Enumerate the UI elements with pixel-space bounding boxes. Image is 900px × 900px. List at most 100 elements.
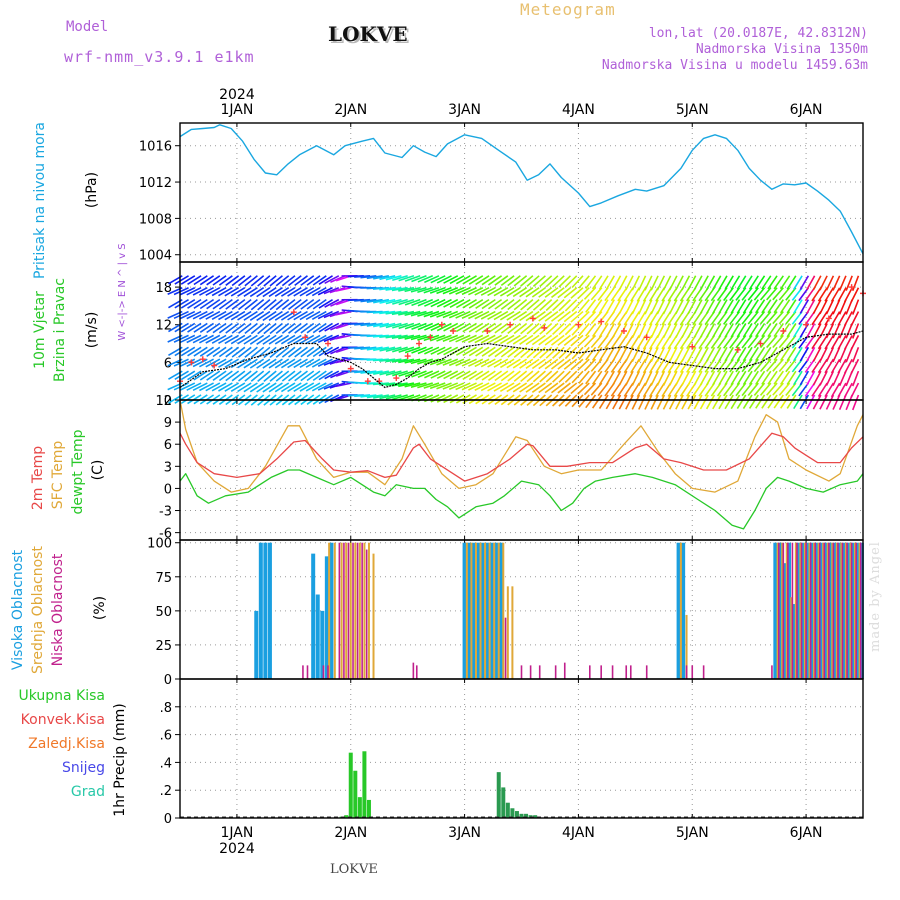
wind-barb: [755, 346, 766, 362]
wind-barb: [686, 287, 697, 302]
wind-barb: [598, 394, 609, 409]
high-cloud-bars: [254, 542, 864, 679]
wind-barb: [274, 382, 290, 393]
wind-barb: [650, 394, 659, 410]
wind-barb: [747, 287, 759, 301]
wind-barb: [786, 394, 797, 409]
wind-barb: [506, 358, 521, 369]
wind-barb: [249, 287, 265, 298]
wind-barb: [526, 370, 540, 383]
wind-barb: [526, 346, 540, 359]
precip-ytick-label: .4: [160, 756, 172, 771]
wind-barb: [423, 310, 440, 318]
wind-barb: [475, 370, 490, 381]
wind-barb: [268, 358, 283, 369]
wind-barb: [274, 287, 290, 297]
low-cloud-bar: [796, 542, 798, 679]
wind-barb: [335, 334, 352, 340]
temperature-panel: -6 -3 0 3 6 9 12 2m Temp SFC Temp dewpt Temp (C): [30, 394, 864, 542]
wind-barb: [630, 287, 640, 302]
wind-barb: [570, 334, 584, 347]
wind-barb: [655, 287, 666, 302]
wind-barb: [520, 299, 534, 311]
wind-barb: [824, 334, 835, 350]
wind-barb: [798, 382, 810, 397]
wind-barb: [838, 275, 847, 291]
wind-barb: [244, 370, 258, 382]
wind-barb: [205, 334, 221, 344]
mid-cloud-bar: [470, 542, 473, 679]
model-name: wrf-nmm_v3.9.1 e1km: [64, 48, 255, 66]
wind-barb: [552, 370, 565, 383]
wind-barb: [612, 370, 622, 386]
wind-barb: [519, 358, 534, 369]
wind-barb: [392, 394, 408, 401]
wind-barb: [819, 275, 828, 291]
wind-barb: [817, 382, 828, 397]
wind-barb: [804, 287, 816, 302]
wind-barb: [256, 310, 271, 322]
wind-barb: [311, 287, 327, 297]
wind-barb: [423, 382, 440, 389]
wind-barb: [300, 298, 315, 310]
wind-barb: [354, 322, 371, 326]
wind-barb: [481, 275, 496, 286]
wind-barb: [455, 382, 471, 391]
wind-barb: [257, 275, 271, 287]
wind-barb: [811, 311, 822, 326]
wind-barb: [192, 287, 208, 296]
wind-barb: [705, 275, 716, 291]
precip-bar: [505, 802, 510, 818]
wind-barb: [323, 334, 340, 343]
wind-barb: [625, 370, 634, 386]
wind-barb: [499, 334, 515, 345]
wind-barb: [681, 323, 691, 339]
wind-barb: [778, 382, 791, 396]
wind-barb: [372, 358, 389, 362]
wind-barb: [532, 275, 546, 287]
wind-barb: [256, 358, 271, 369]
wind-barb: [468, 275, 484, 285]
wind-barb: [238, 370, 252, 382]
wind-barb: [318, 275, 333, 285]
wind-barb: [687, 275, 697, 291]
wind-barb: [539, 346, 553, 359]
wind-barb: [830, 287, 841, 302]
gust-marker: [757, 340, 764, 347]
wind-barb: [786, 370, 797, 386]
wind-barb: [687, 346, 697, 362]
wind-barb: [269, 370, 283, 382]
wind-barb: [550, 334, 565, 346]
wind-barb: [506, 382, 521, 393]
wind-barb: [673, 311, 684, 326]
wind-barb: [324, 346, 340, 356]
wind-barb: [748, 346, 759, 362]
wind-barb: [360, 298, 377, 303]
low-cloud-bar: [343, 542, 345, 679]
wind-barb: [525, 287, 540, 298]
wind-barb: [480, 382, 496, 392]
precip-bar: [344, 815, 349, 818]
wind-barb: [481, 298, 496, 310]
wind-barb: [192, 334, 208, 344]
wind-barb: [786, 323, 797, 338]
wind-barb: [811, 382, 822, 397]
wind-barb: [417, 310, 433, 317]
precip-legend-item: Grad: [71, 784, 105, 800]
wind-barb: [686, 334, 697, 350]
wind-barb: [275, 299, 290, 311]
wind-barb: [773, 370, 784, 385]
wind-barb: [838, 370, 847, 387]
wind-barb: [578, 275, 590, 289]
wind-barb: [330, 275, 346, 283]
wind-barb: [206, 275, 221, 286]
wind-barb: [667, 382, 678, 397]
wind-barb: [330, 346, 346, 355]
wind-barb: [287, 382, 302, 393]
wind-barb: [699, 275, 709, 291]
wind-barb: [642, 382, 653, 398]
low-cloud-bar: [554, 665, 557, 679]
bottom-day-label: 5JAN: [676, 825, 709, 841]
wind-barb: [552, 346, 565, 359]
wind-barb: [225, 322, 240, 334]
